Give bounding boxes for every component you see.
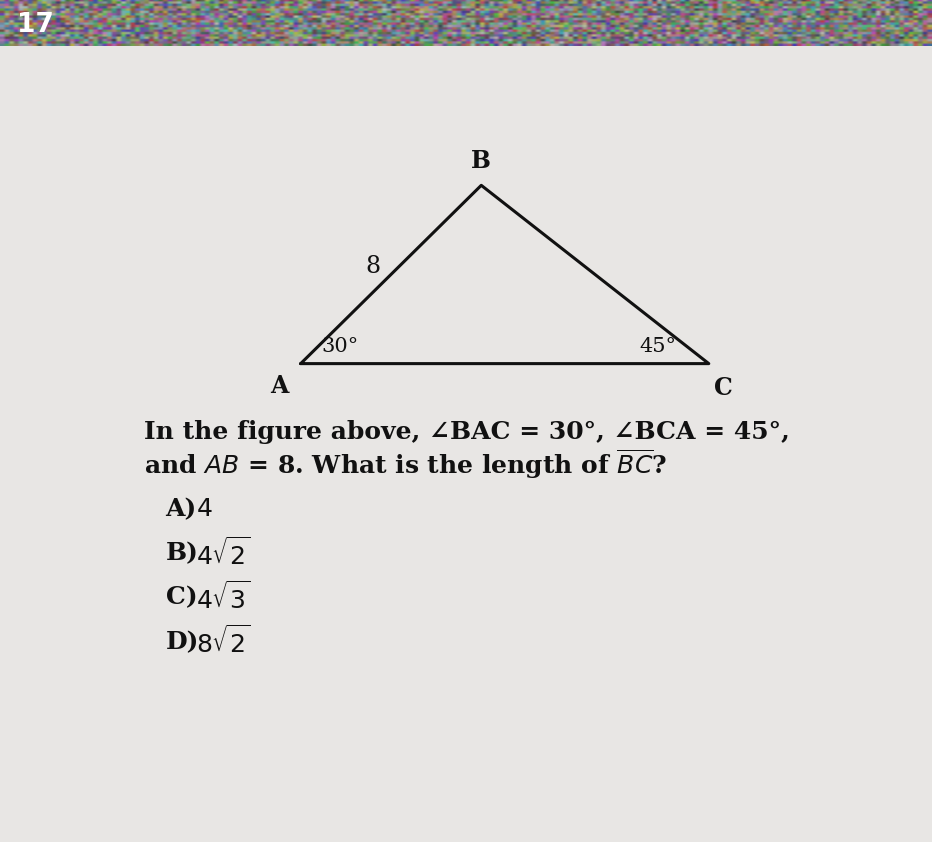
Text: $4\sqrt{2}$: $4\sqrt{2}$ — [196, 537, 251, 570]
Text: $8\sqrt{2}$: $8\sqrt{2}$ — [196, 626, 251, 658]
Text: C): C) — [166, 586, 198, 610]
Text: 45°: 45° — [639, 337, 677, 355]
Text: A): A) — [166, 498, 197, 521]
Text: In the figure above, ∠BAC = 30°, ∠BCA = 45°,: In the figure above, ∠BAC = 30°, ∠BCA = … — [144, 419, 789, 444]
Text: A: A — [270, 375, 288, 398]
Text: 17: 17 — [17, 13, 54, 39]
Text: B: B — [472, 149, 491, 173]
Text: D): D) — [166, 630, 199, 653]
Text: $4$: $4$ — [196, 498, 212, 521]
Text: B): B) — [166, 541, 199, 566]
Text: $4\sqrt{3}$: $4\sqrt{3}$ — [196, 581, 251, 614]
Text: 8: 8 — [365, 255, 380, 278]
Text: C: C — [714, 376, 733, 400]
Text: 30°: 30° — [322, 337, 359, 355]
Text: and $AB$ = 8. What is the length of $\overline{BC}$?: and $AB$ = 8. What is the length of $\ov… — [144, 447, 667, 481]
